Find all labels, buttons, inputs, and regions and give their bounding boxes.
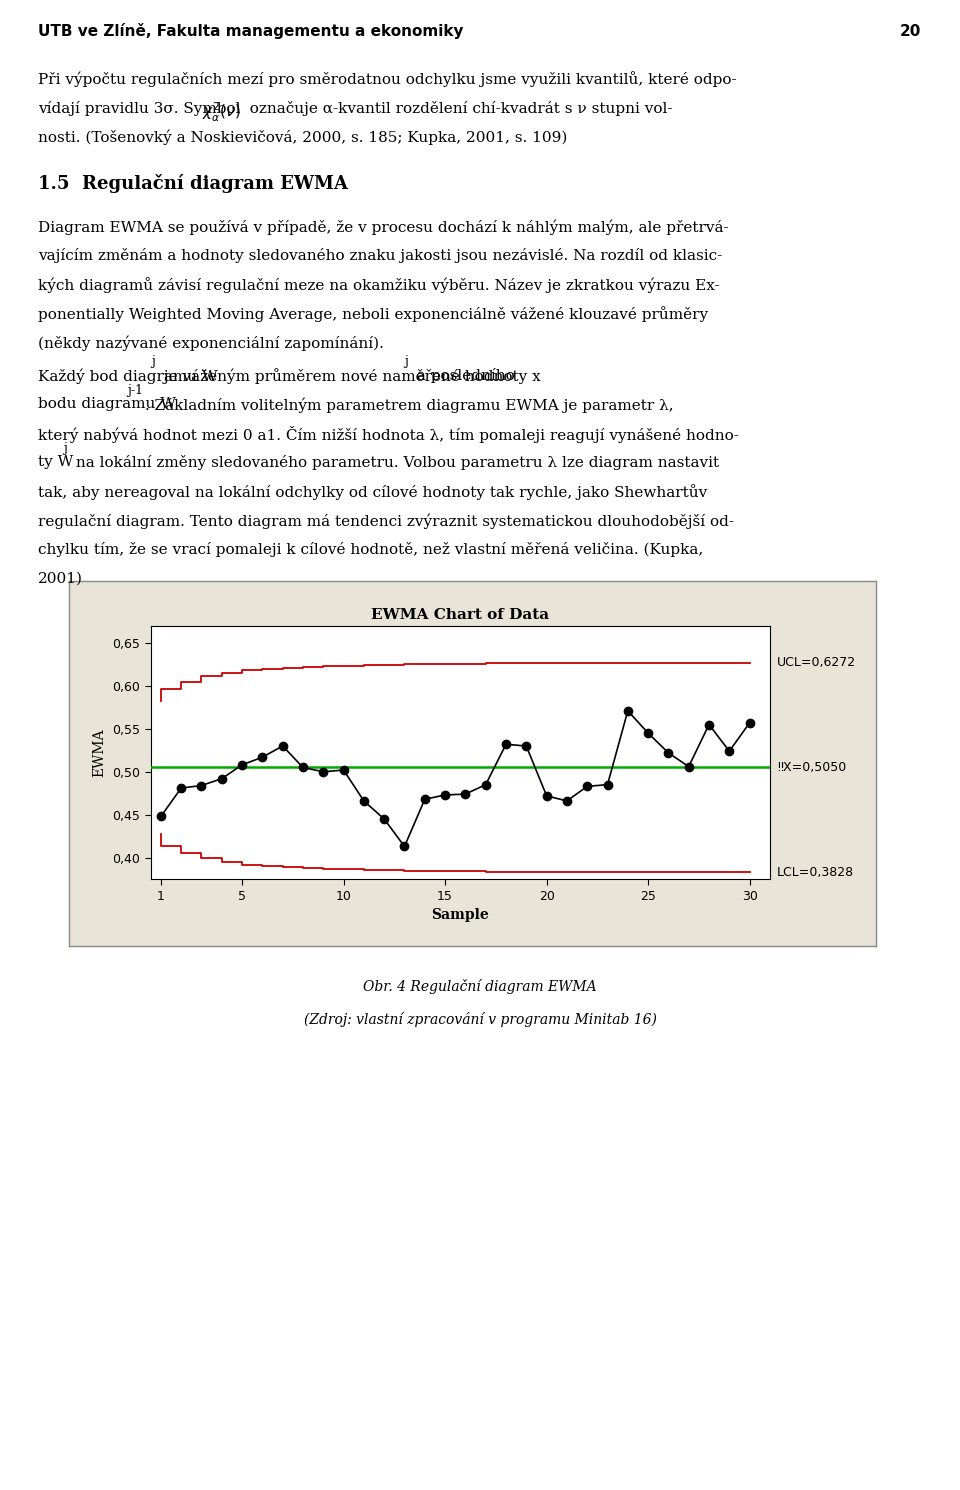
Text: 1.5  Regulační diagram EWMA: 1.5 Regulační diagram EWMA xyxy=(38,174,348,194)
Text: ty W: ty W xyxy=(38,454,74,469)
Text: j: j xyxy=(63,443,67,454)
Text: 20: 20 xyxy=(900,24,922,39)
Text: Při výpočtu regulačních mezí pro směrodatnou odchylku jsme využili kvantilů, kte: Při výpočtu regulačních mezí pro směroda… xyxy=(38,72,737,88)
Text: který nabývá hodnot mezi 0 a1. Čím nižší hodnota λ, tím pomaleji reagují vynášen: který nabývá hodnot mezi 0 a1. Čím nižší… xyxy=(38,426,739,443)
Text: bodu diagramu W: bodu diagramu W xyxy=(38,396,177,411)
Text: regulační diagram. Tento diagram má tendenci zvýraznit systematickou dlouhodoběj: regulační diagram. Tento diagram má tend… xyxy=(38,513,734,529)
Text: vajícím změnám a hodnoty sledovaného znaku jakosti jsou nezávislé. Na rozdíl od : vajícím změnám a hodnoty sledovaného zna… xyxy=(38,249,723,264)
Text: (Zdroj: vlastní zpracování v programu Minitab 16): (Zdroj: vlastní zpracování v programu Mi… xyxy=(303,1012,657,1027)
X-axis label: Sample: Sample xyxy=(431,907,490,922)
Text: Každý bod diagramu W: Každý bod diagramu W xyxy=(38,368,218,383)
Text: vídají pravidlu 3σ. Symbol: vídají pravidlu 3σ. Symbol xyxy=(38,101,251,116)
Text: ‼X=0,5050: ‼X=0,5050 xyxy=(777,761,846,773)
Text: Diagram EWMA se používá v případě, že v procesu dochází k náhlým malým, ale přet: Diagram EWMA se používá v případě, že v … xyxy=(38,219,729,234)
Text: $\chi^{2}_{\alpha}(\nu)$: $\chi^{2}_{\alpha}(\nu)$ xyxy=(202,101,240,124)
Text: ponentially Weighted Moving Average, neboli exponenciálně vážené klouzavé průměr: ponentially Weighted Moving Average, neb… xyxy=(38,307,708,322)
Text: nosti. (Tošenovký a Noskievičová, 2000, s. 185; Kupka, 2001, s. 109): nosti. (Tošenovký a Noskievičová, 2000, … xyxy=(38,130,567,145)
Text: j: j xyxy=(404,355,408,368)
Y-axis label: EWMA: EWMA xyxy=(93,729,107,776)
Text: kých diagramů závisí regulační meze na okamžiku výběru. Název je zkratkou výrazu: kých diagramů závisí regulační meze na o… xyxy=(38,277,720,294)
Text: na lokální změny sledovaného parametru. Volbou parametru λ lze diagram nastavit: na lokální změny sledovaného parametru. … xyxy=(71,454,719,471)
Text: UCL=0,6272: UCL=0,6272 xyxy=(777,656,856,669)
Text: j-1: j-1 xyxy=(128,384,144,396)
Text: chylku tím, že se vrací pomaleji k cílové hodnotě, než vlastní měřená veličina. : chylku tím, že se vrací pomaleji k cílov… xyxy=(38,542,704,557)
Text: j: j xyxy=(152,355,156,368)
Text: a posledního: a posledního xyxy=(412,368,515,383)
Text: LCL=0,3828: LCL=0,3828 xyxy=(777,866,854,879)
Text: tak, aby nereagoval na lokální odchylky od cílové hodnoty tak rychle, jako Shewh: tak, aby nereagoval na lokální odchylky … xyxy=(38,484,708,501)
Text: označuje α-kvantil rozdělení chí-kvadrát s ν stupni vol-: označuje α-kvantil rozdělení chí-kvadrát… xyxy=(240,101,673,116)
Text: 2001): 2001) xyxy=(38,571,84,586)
Text: Obr. 4 Regulační diagram EWMA: Obr. 4 Regulační diagram EWMA xyxy=(363,979,597,994)
Text: UTB ve Zlíně, Fakulta managementu a ekonomiky: UTB ve Zlíně, Fakulta managementu a ekon… xyxy=(38,22,464,39)
Text: je váženým průměrem nové naměřené hodnoty x: je váženým průměrem nové naměřené hodnot… xyxy=(159,368,541,384)
Text: (někdy nazývané exponenciální zapomínání).: (někdy nazývané exponenciální zapomínání… xyxy=(38,335,384,350)
Text: EWMA Chart of Data: EWMA Chart of Data xyxy=(372,608,549,621)
Text: . Základním volitelným parametrem diagramu EWMA je parametr λ,: . Základním volitelným parametrem diagra… xyxy=(145,396,674,413)
